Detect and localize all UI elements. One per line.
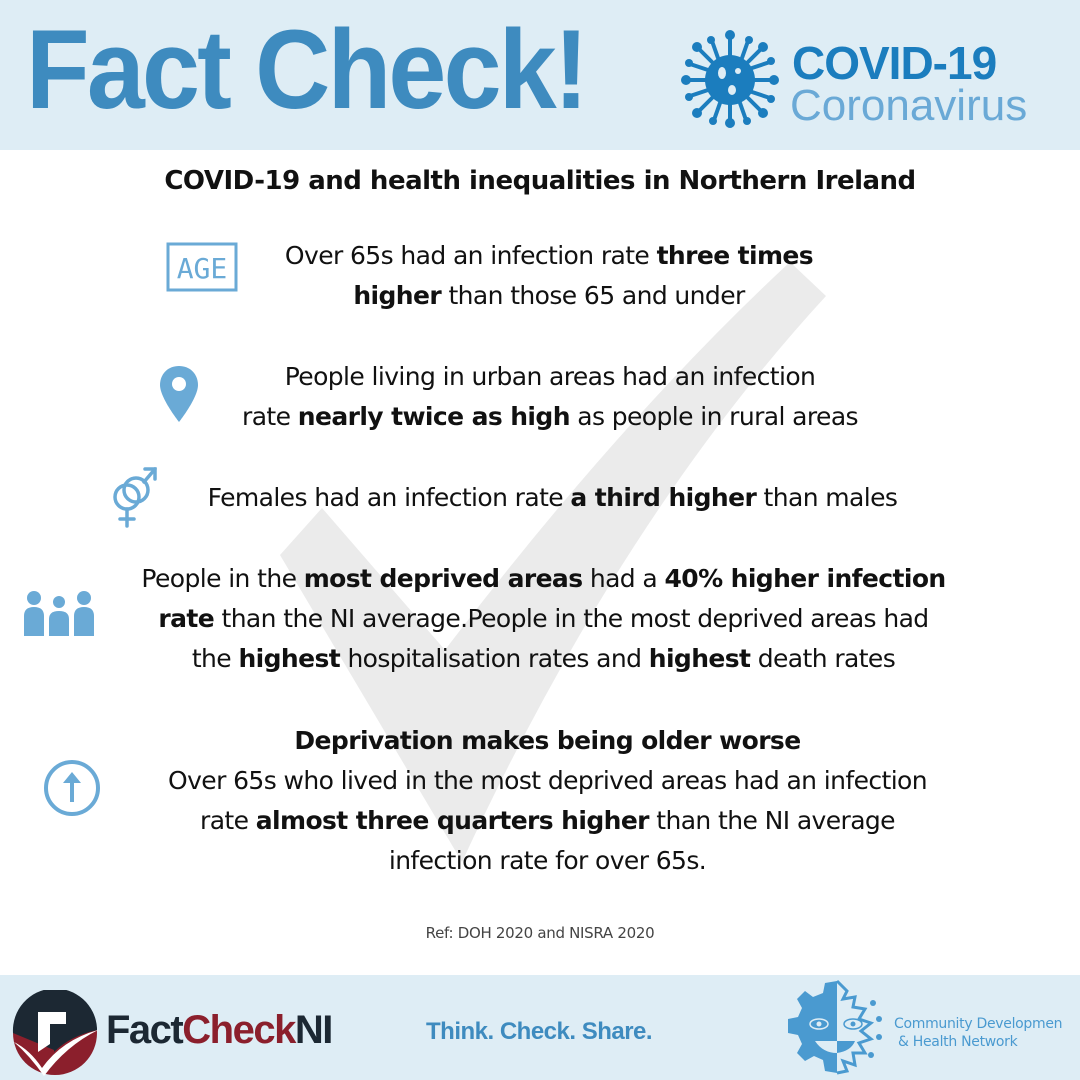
factchecknl-logo-icon xyxy=(12,990,98,1076)
fact-line: Females had an infection rate a third hi… xyxy=(207,483,898,512)
people-group-icon xyxy=(24,591,94,636)
fact-older-deprivation: Deprivation makes being older worse Over … xyxy=(100,721,995,881)
fact-line: People in the most deprived areas had a … xyxy=(141,564,946,593)
fact-line: Over 65s had an infection rate three tim… xyxy=(284,241,814,270)
fact-check-title: Fact Check! xyxy=(26,7,589,132)
reference-note: Ref: DOH 2020 and NISRA 2020 xyxy=(425,924,655,942)
covid-title: COVID-19 xyxy=(792,37,997,89)
location-pin-icon xyxy=(160,366,198,422)
covid-subtitle: Coronavirus xyxy=(790,81,1028,130)
fact-line: higher than those 65 and under xyxy=(353,281,745,310)
fact-line: rate almost three quarters higher than t… xyxy=(200,806,896,835)
page-heading: COVID-19 and health inequalities in Nort… xyxy=(164,166,916,196)
header-band xyxy=(0,0,1080,150)
virus-icon xyxy=(681,30,779,128)
fact-line: the highest hospitalisation rates and hi… xyxy=(191,644,896,673)
factchecknl-brand: FactCheckNI xyxy=(106,1008,333,1052)
svg-text:AGE: AGE xyxy=(177,252,228,285)
tagline: Think. Check. Share. xyxy=(426,1018,653,1045)
fact-deprivation: People in the most deprived areas had a … xyxy=(96,559,991,679)
fact-line: People living in urban areas had an infe… xyxy=(284,362,816,391)
fact-line: Over 65s who lived in the most deprived … xyxy=(168,766,928,795)
community-network-logo-icon xyxy=(788,979,882,1075)
fact-urban: People living in urban areas had an infe… xyxy=(190,357,910,437)
fact-age: Over 65s had an infection rate three tim… xyxy=(244,236,854,316)
fact-line: infection rate for over 65s. xyxy=(388,846,707,875)
community-network-name: Community Developmen & Health Network xyxy=(894,1016,1063,1050)
age-icon: AGE xyxy=(166,242,238,292)
gender-icon xyxy=(113,467,157,528)
footer-band xyxy=(0,975,1080,1080)
fact-gender: Females had an infection rate a third hi… xyxy=(150,478,955,518)
fact-line: rate than the NI average.People in the m… xyxy=(158,604,929,633)
fact-line: rate nearly twice as high as people in r… xyxy=(242,402,859,431)
covid-logo: COVID-19 Coronavirus xyxy=(680,28,1060,128)
arrow-up-circle-icon xyxy=(44,760,100,816)
fact-line: Deprivation makes being older worse xyxy=(294,726,801,755)
